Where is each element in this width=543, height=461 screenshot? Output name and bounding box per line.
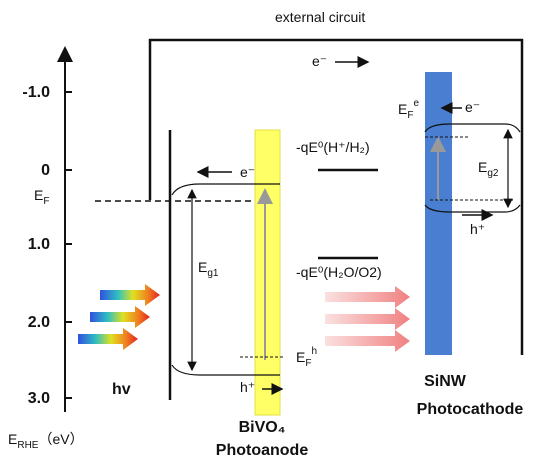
- shape: E: [478, 159, 487, 175]
- shape: [100, 284, 160, 306]
- shape: F: [305, 358, 311, 369]
- shape: [90, 306, 150, 328]
- shape: F: [43, 196, 49, 207]
- fermi-label: EF: [34, 187, 49, 207]
- shape: [425, 72, 452, 355]
- material: BiVO₄: [239, 419, 286, 436]
- tick-label: -1.0: [22, 84, 50, 101]
- gap-label: Eg1: [198, 259, 219, 279]
- shape: [150, 40, 522, 200]
- tick-label: 1.0: [28, 236, 50, 253]
- shape: E: [8, 431, 17, 447]
- electrode-name: Photocathode: [417, 401, 524, 418]
- shape: [65, 92, 72, 398]
- light-arrows: [78, 284, 410, 352]
- light-label: hv: [112, 381, 131, 398]
- shape: E: [34, 187, 43, 203]
- material: SiNW: [424, 373, 467, 390]
- gap-label: Eg2: [478, 159, 499, 179]
- electrode-name: Photoanode: [216, 442, 309, 459]
- axis-label: ERHE（eV）: [8, 431, 84, 451]
- shape: [325, 286, 410, 308]
- electron: e⁻: [240, 164, 255, 180]
- shape: h: [311, 346, 317, 357]
- shape: RHE: [17, 440, 38, 451]
- circuit-label: external circuit: [275, 9, 365, 25]
- fermi-label: EFe: [398, 98, 419, 121]
- shape: [255, 130, 280, 415]
- band-diagram: -1.0 0 1.0 2.0 3.0 ERHE（eV） external cir…: [0, 0, 543, 461]
- shape: -1.0 0 1.0 2.0 3.0: [22, 84, 50, 407]
- electron: e⁻: [465, 99, 480, 115]
- tick-label: 2.0: [28, 314, 50, 331]
- electron: e⁻: [312, 53, 327, 69]
- shape: E: [198, 259, 207, 275]
- redox-level: -qE⁰(H₂O/O2): [296, 264, 382, 280]
- shape: g2: [487, 168, 499, 179]
- shape: （eV）: [38, 431, 83, 447]
- hole: h⁺: [240, 379, 255, 395]
- tick-label: 3.0: [28, 390, 50, 407]
- redox-level: -qE⁰(H⁺/H₂): [296, 139, 370, 155]
- shape: e: [413, 98, 419, 109]
- shape: [78, 328, 138, 350]
- shape: E: [296, 349, 305, 365]
- shape: F: [407, 110, 413, 121]
- hole: h⁺: [470, 221, 485, 237]
- shape: [325, 330, 410, 352]
- fermi-label: EFh: [296, 346, 317, 369]
- shape: g1: [207, 268, 219, 279]
- shape: [325, 308, 410, 330]
- shape: E: [398, 101, 407, 117]
- tick-label: 0: [41, 162, 50, 179]
